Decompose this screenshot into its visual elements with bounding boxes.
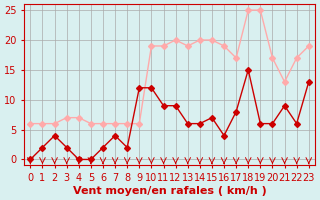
X-axis label: Vent moyen/en rafales ( km/h ): Vent moyen/en rafales ( km/h ) — [73, 186, 267, 196]
